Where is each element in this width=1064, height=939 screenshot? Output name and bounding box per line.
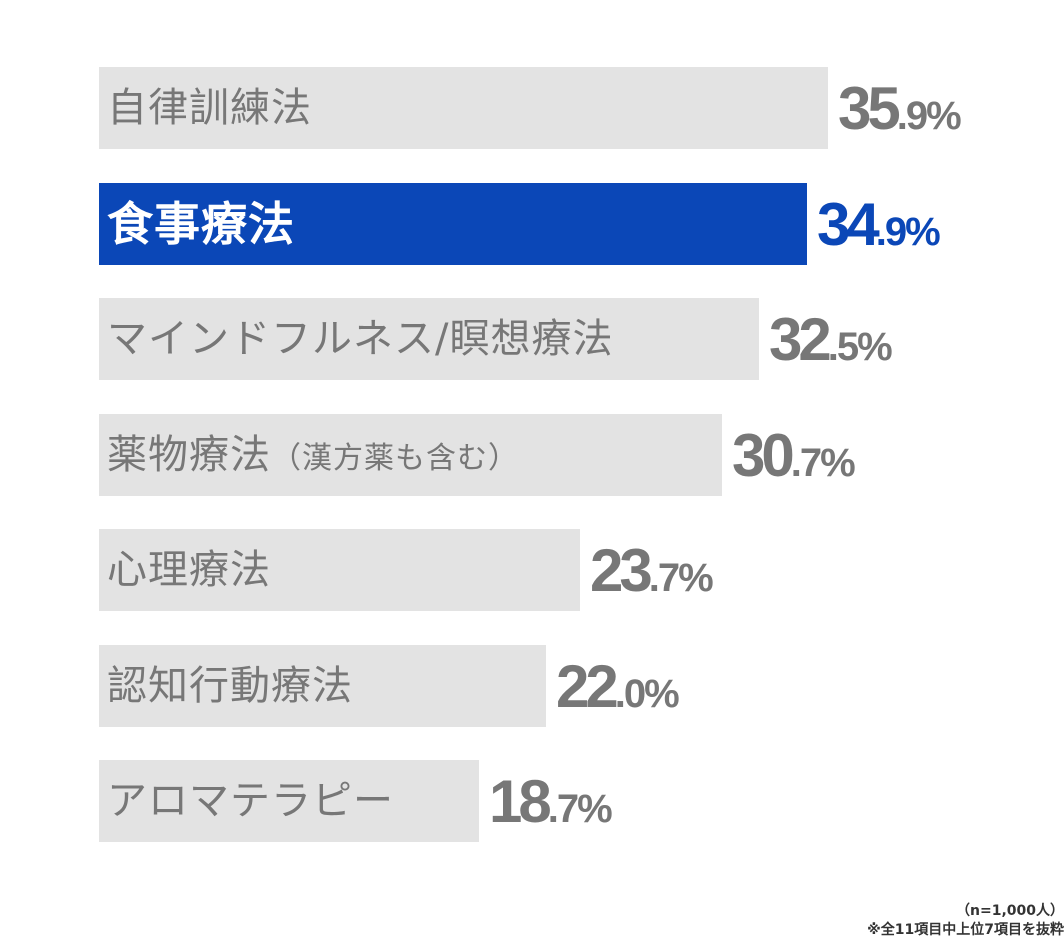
- bar-category-text: 認知行動療法: [107, 663, 353, 709]
- bar-category-note: （漢方薬も含む）: [271, 441, 519, 476]
- bar-category-text: 心理療法: [107, 547, 271, 593]
- bar-category-text: 薬物療法: [107, 432, 271, 478]
- bar: 薬物療法（漢方薬も含む）: [99, 414, 722, 496]
- bar-value-label: 18.7%: [489, 760, 613, 842]
- bar-category-text: 自律訓練法: [107, 85, 312, 131]
- bar-category-label: 認知行動療法: [107, 645, 353, 727]
- bar-value-integer: 35: [838, 75, 901, 142]
- bar-category-label: マインドフルネス/瞑想療法: [107, 298, 613, 380]
- bar-value-label: 34.9%: [817, 183, 941, 265]
- bar-value-integer: 30: [732, 422, 795, 489]
- bar-category-label: 自律訓練法: [107, 67, 312, 149]
- bar: アロマテラピー: [99, 760, 479, 842]
- bar-value-decimal: .5%: [827, 325, 893, 369]
- bar-category-text: 食事療法: [107, 197, 295, 251]
- scope-note: ※全11項目中上位7項目を抜粋: [867, 922, 1064, 938]
- bar-value-integer: 23: [590, 537, 653, 604]
- bar-value-label: 30.7%: [732, 414, 856, 496]
- bar-value-decimal: .9%: [875, 210, 941, 254]
- bar-category-label: 心理療法: [107, 529, 271, 611]
- bar-category-text: マインドフルネス/瞑想療法: [107, 316, 614, 362]
- bar-value-decimal: .9%: [896, 94, 962, 138]
- bar-value-label: 23.7%: [590, 529, 714, 611]
- bar-value-integer: 18: [489, 768, 552, 835]
- bar-value-decimal: .7%: [547, 787, 613, 831]
- bar-value-label: 32.5%: [769, 298, 893, 380]
- bar: 心理療法: [99, 529, 580, 611]
- bar: 自律訓練法: [99, 67, 828, 149]
- bar: マインドフルネス/瞑想療法: [99, 298, 759, 380]
- bar: 食事療法: [99, 183, 807, 265]
- bar-value-integer: 22: [556, 653, 619, 720]
- bar: 認知行動療法: [99, 645, 546, 727]
- bar-category-label: アロマテラピー: [107, 760, 394, 842]
- bar-value-label: 22.0%: [556, 645, 680, 727]
- bar-value-label: 35.9%: [838, 67, 962, 149]
- bar-value-decimal: .7%: [790, 441, 856, 485]
- bar-category-label: 薬物療法（漢方薬も含む）: [107, 414, 519, 496]
- bar-category-text: アロマテラピー: [107, 778, 394, 824]
- sample-size-note: （n=1,000人）: [956, 903, 1064, 919]
- bar-value-integer: 32: [769, 306, 832, 373]
- bar-value-decimal: .7%: [648, 556, 714, 600]
- bar-value-decimal: .0%: [614, 672, 680, 716]
- bar-value-integer: 34: [817, 191, 880, 258]
- bar-category-label: 食事療法: [107, 183, 295, 265]
